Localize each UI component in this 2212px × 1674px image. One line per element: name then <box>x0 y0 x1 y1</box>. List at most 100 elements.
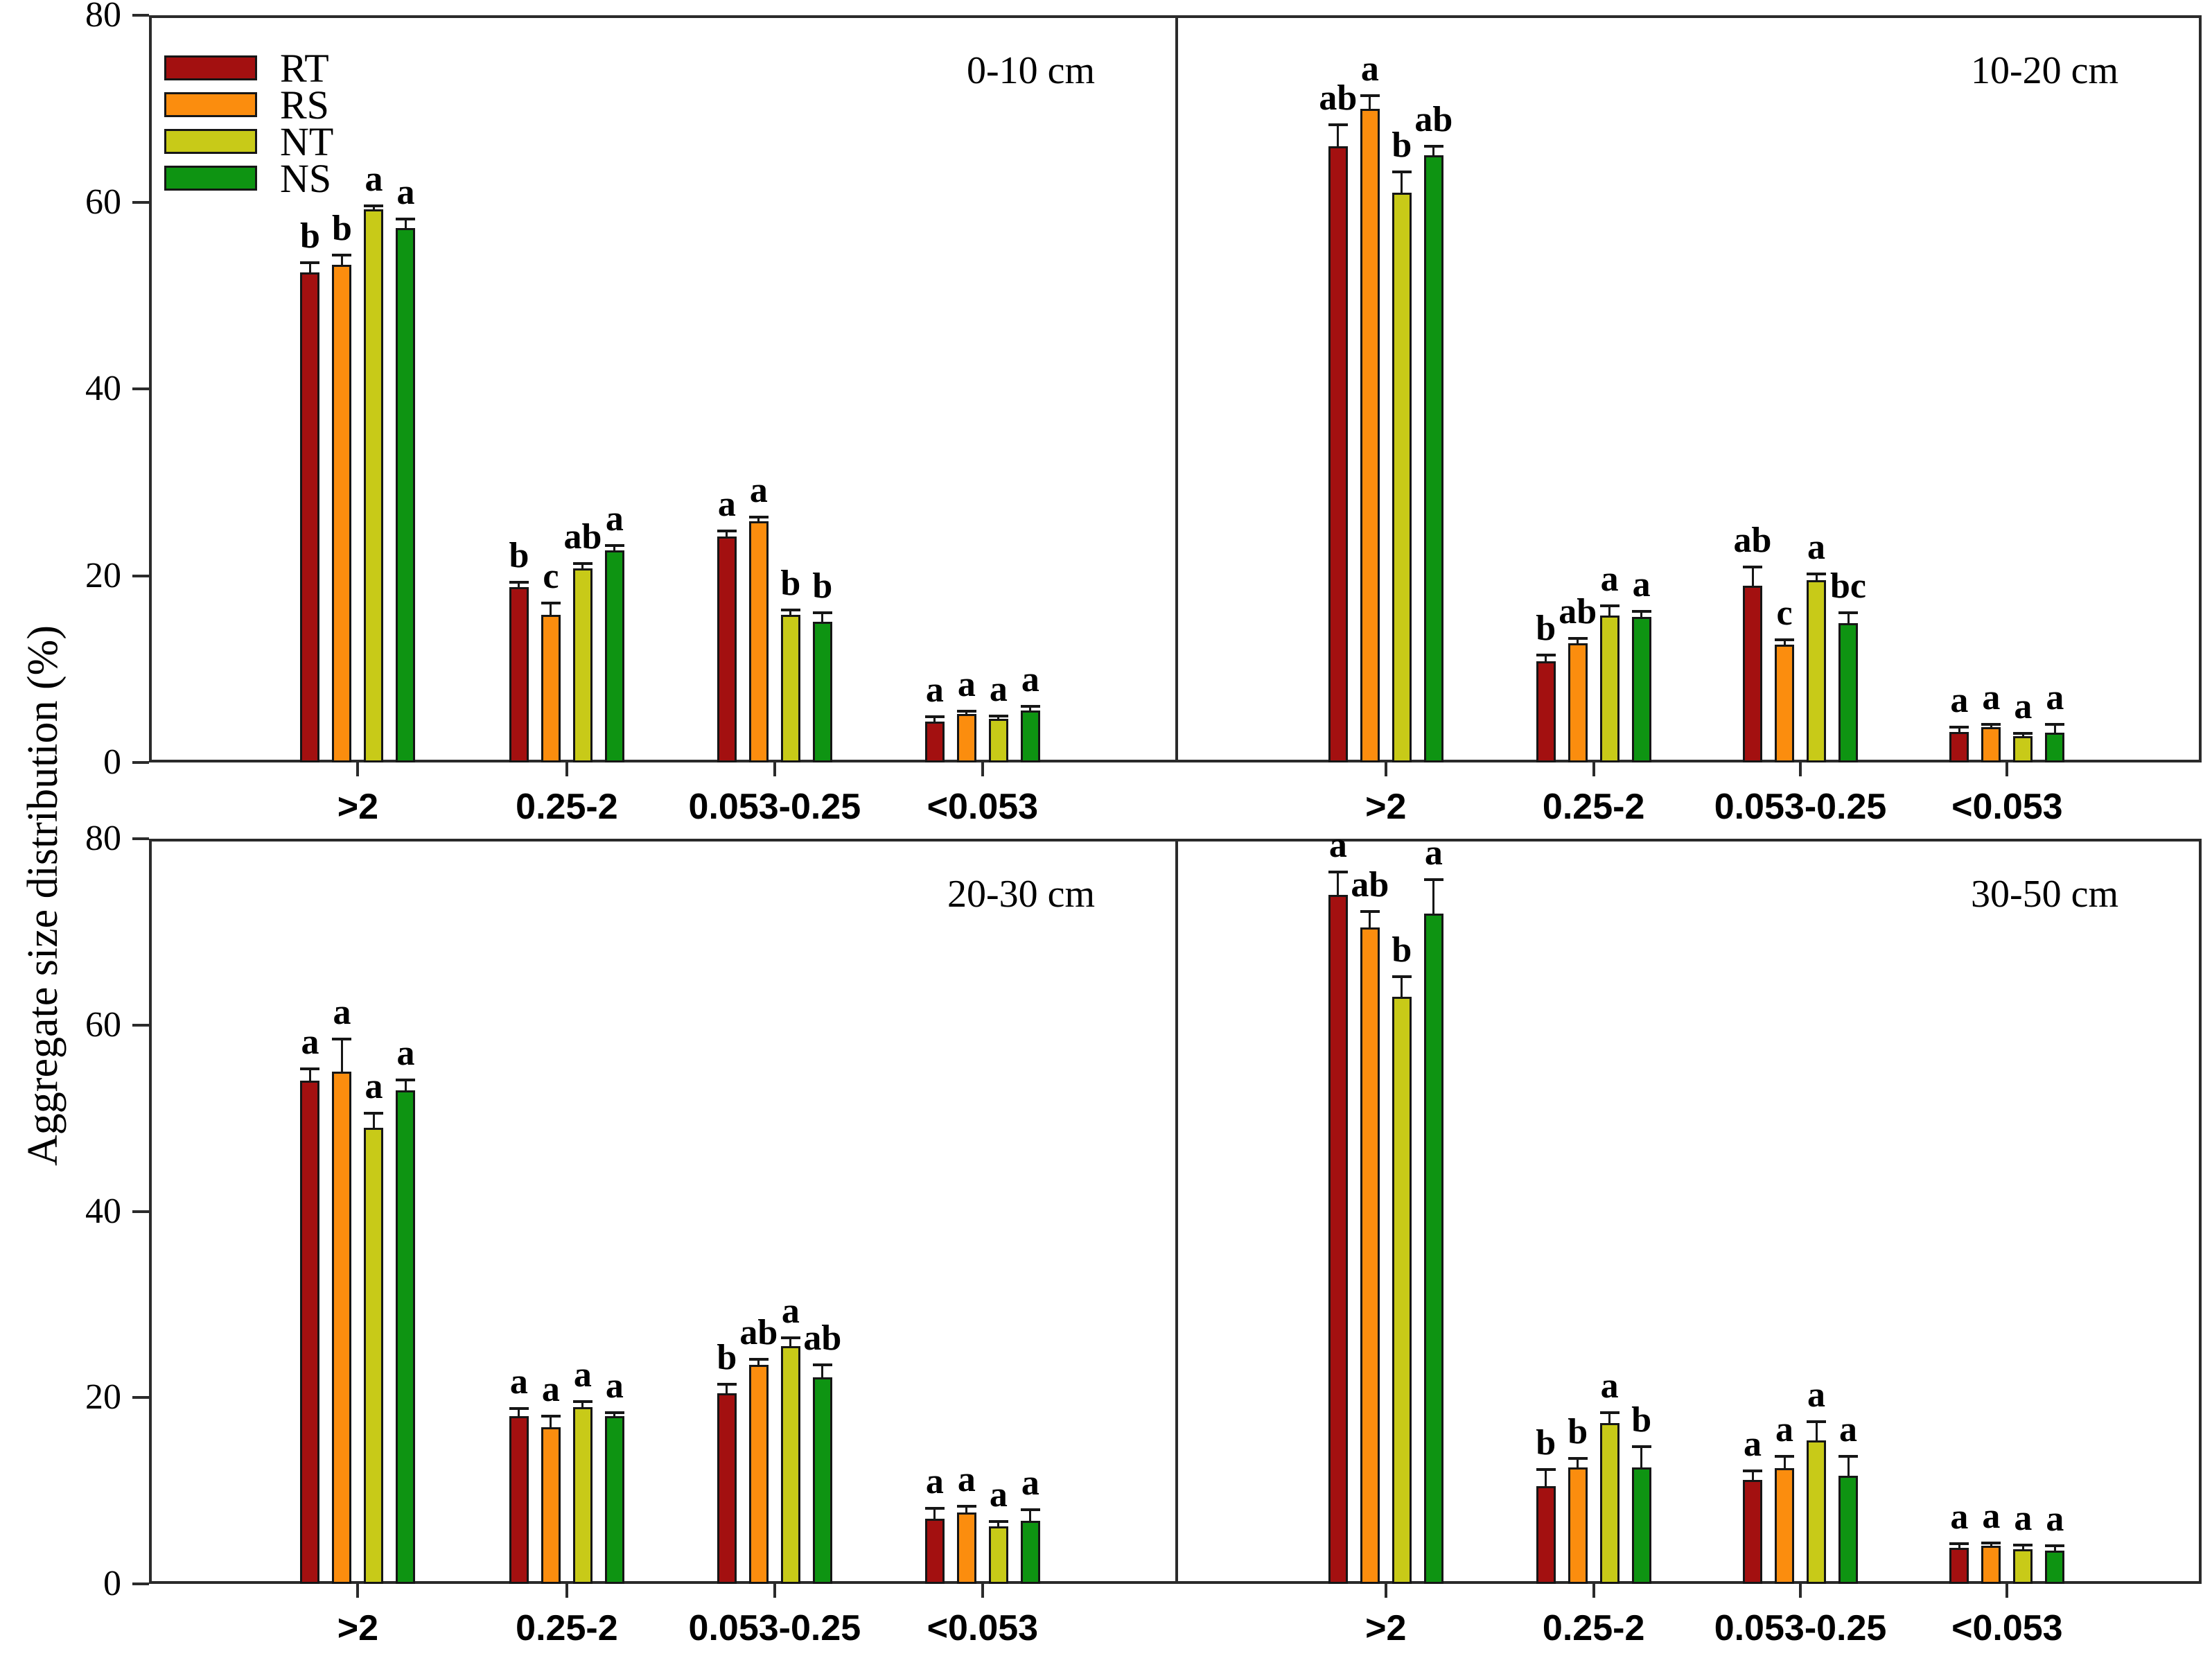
sig-letter: b <box>299 216 320 256</box>
x-axis-tick <box>981 762 984 776</box>
sig-letter: b <box>717 1338 737 1378</box>
error-bar-stem <box>1029 706 1032 710</box>
x-axis-tick <box>1592 762 1595 776</box>
sig-letter: ab <box>739 1313 778 1353</box>
y-tick-label: 20 <box>85 1377 121 1418</box>
x-axis-tick <box>356 762 360 776</box>
sig-letter: a <box>717 484 736 524</box>
sig-letter: a <box>1600 559 1619 599</box>
error-bar-stem <box>1958 726 1960 732</box>
error-bar-cap <box>1568 1456 1588 1460</box>
bar-NT <box>1392 193 1412 762</box>
sig-letter: a <box>781 1291 800 1332</box>
error-bar-cap <box>2013 732 2033 735</box>
error-bar-stem <box>1545 1469 1547 1486</box>
bar-RS <box>1775 1468 1795 1584</box>
error-bar-stem <box>308 1068 311 1081</box>
x-axis-tick <box>356 1584 360 1598</box>
bar-RS <box>541 1427 561 1584</box>
error-bar-stem <box>581 563 584 568</box>
error-bar-cap <box>1568 636 1588 640</box>
sig-letter: a <box>1424 833 1443 873</box>
error-bar-stem <box>1783 640 1786 645</box>
x-category-label: <0.053 <box>1951 1608 2063 1648</box>
bar-NS <box>1631 1467 1651 1584</box>
error-bar-stem <box>1958 1544 1960 1548</box>
y-axis-tick <box>132 574 149 577</box>
error-bar-cap <box>1020 1508 1040 1511</box>
bar-NT <box>1807 1440 1827 1584</box>
sig-letter: c <box>1776 593 1793 634</box>
x-category-label: 0.25-2 <box>1542 1608 1645 1648</box>
bar-NT <box>572 568 592 762</box>
error-bar-cap <box>572 1400 592 1403</box>
error-bar-cap <box>2045 722 2065 726</box>
x-axis-tick <box>1384 1584 1387 1598</box>
sig-letter: b <box>1536 1422 1556 1463</box>
x-category-label: >2 <box>337 787 379 827</box>
sig-letter: a <box>1328 826 1347 866</box>
error-bar-cap <box>541 601 561 604</box>
error-bar-stem <box>1401 976 1403 997</box>
error-bar-stem <box>821 613 824 622</box>
y-axis-tick <box>132 761 149 764</box>
error-bar-cap <box>1360 909 1380 913</box>
sig-letter: a <box>2046 677 2064 717</box>
sig-letter: a <box>989 669 1008 709</box>
error-bar-stem <box>1432 880 1435 914</box>
error-bar-cap <box>2045 1544 2065 1547</box>
sig-letter: a <box>989 1474 1008 1515</box>
bar-RT <box>1743 586 1763 762</box>
error-bar-cap <box>956 1505 976 1508</box>
sig-letter: a <box>333 992 351 1032</box>
legend-swatch-NS <box>164 166 257 191</box>
bar-RS <box>748 1365 769 1584</box>
bar-NS <box>2045 1550 2065 1584</box>
bar-RT <box>300 1081 320 1584</box>
panel-title: 20-30 cm <box>947 873 1095 916</box>
sig-letter: a <box>1744 1424 1762 1465</box>
error-bar-cap <box>332 254 352 257</box>
y-axis-tick <box>132 837 149 840</box>
error-bar-cap <box>1328 123 1348 126</box>
error-bar-cap <box>396 217 416 220</box>
x-category-label: >2 <box>337 1608 379 1648</box>
bar-RS <box>748 521 769 762</box>
error-bar-stem <box>789 610 792 616</box>
x-axis-tick <box>2005 1584 2009 1598</box>
bar-NT <box>988 1526 1008 1584</box>
error-bar-stem <box>726 530 728 537</box>
sig-letter: ab <box>563 516 602 557</box>
error-bar-stem <box>789 1338 792 1347</box>
error-bar-stem <box>1608 1412 1611 1423</box>
error-bar-stem <box>1815 1422 1818 1441</box>
y-tick-label: 80 <box>85 0 121 35</box>
sig-letter: a <box>365 159 383 199</box>
error-bar-cap <box>1392 171 1412 174</box>
bar-NS <box>1423 155 1443 762</box>
sig-letter: b <box>812 566 833 607</box>
error-bar-cap <box>2013 1543 2033 1546</box>
error-bar-stem <box>2053 724 2056 733</box>
error-bar-stem <box>757 1359 760 1366</box>
bar-NT <box>1599 616 1620 762</box>
bar-RS <box>956 713 976 762</box>
legend-swatch-RT <box>164 55 257 80</box>
x-axis-tick <box>773 762 776 776</box>
bar-RS <box>1775 645 1795 762</box>
legend-label-RT: RT <box>280 46 329 91</box>
y-axis-title: Aggregate size distribution (%) <box>19 625 67 1166</box>
error-bar-stem <box>757 516 760 522</box>
y-axis-tick <box>132 1583 149 1585</box>
sig-letter: a <box>605 499 624 539</box>
x-category-label: >2 <box>1365 1608 1407 1648</box>
legend-label-NT: NT <box>280 119 334 164</box>
error-bar-cap <box>1807 1420 1827 1424</box>
error-bar-cap <box>812 611 832 615</box>
y-axis-tick <box>132 1396 149 1400</box>
error-bar-stem <box>821 1365 824 1377</box>
error-bar-cap <box>1743 1470 1763 1473</box>
error-bar-cap <box>1599 604 1620 607</box>
bar-NT <box>1392 997 1412 1584</box>
sig-letter: bc <box>1830 566 1867 607</box>
